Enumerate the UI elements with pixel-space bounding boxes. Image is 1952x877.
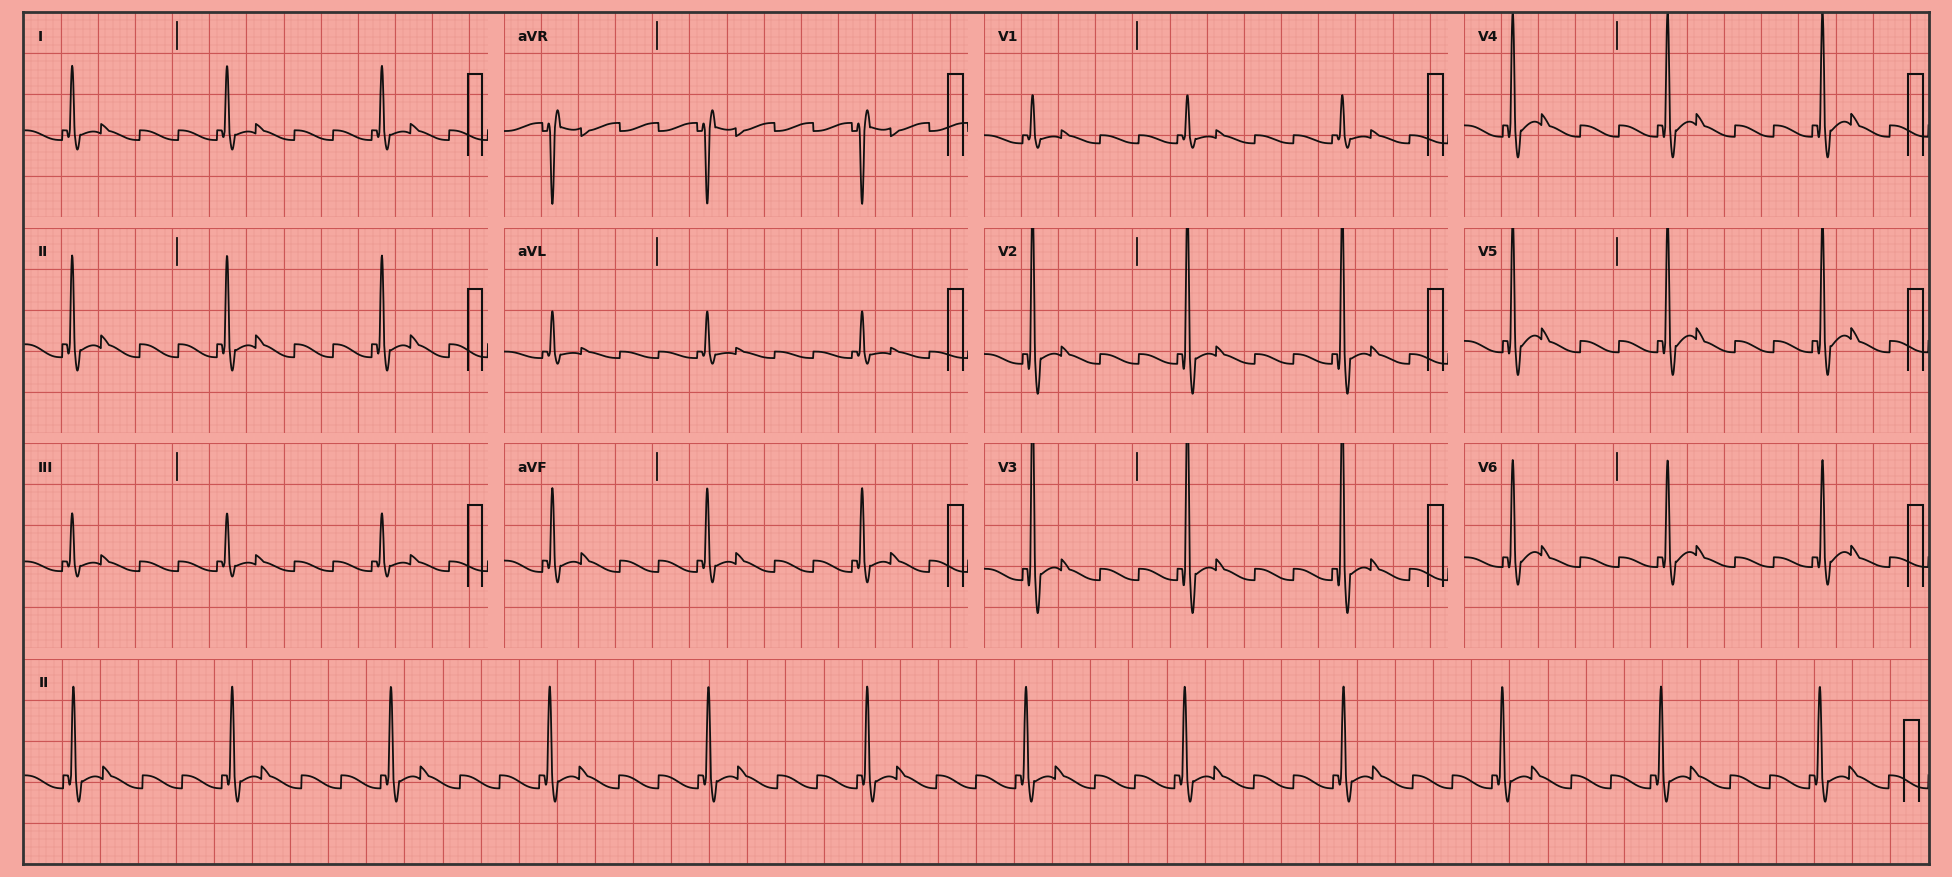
Text: aVF: aVF	[517, 460, 547, 474]
Text: V4: V4	[1478, 30, 1499, 44]
Text: aVR: aVR	[517, 30, 549, 44]
Text: II: II	[39, 675, 49, 689]
Text: II: II	[37, 245, 47, 259]
Text: I: I	[37, 30, 43, 44]
Text: V3: V3	[997, 460, 1019, 474]
Text: V2: V2	[997, 245, 1019, 259]
Text: V6: V6	[1478, 460, 1499, 474]
Text: V1: V1	[997, 30, 1019, 44]
Text: V5: V5	[1478, 245, 1499, 259]
Text: aVL: aVL	[517, 245, 547, 259]
Text: III: III	[37, 460, 53, 474]
